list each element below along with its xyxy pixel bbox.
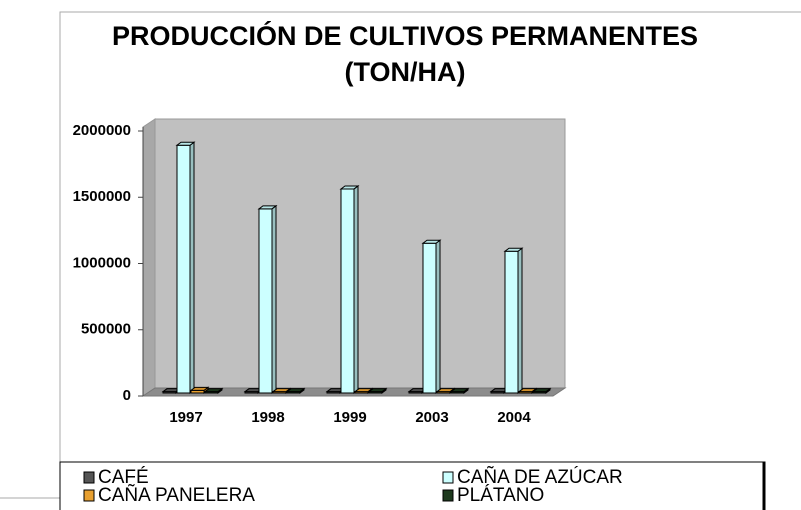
bar-top [203,388,224,393]
bar [449,387,470,394]
bar [339,184,360,394]
bar-front [258,208,273,394]
bar [161,387,182,394]
legend-label: CAÑA DE AZÚCAR [457,466,623,488]
bar-side [517,247,523,394]
legend-label: CAÑA PANELERA [98,484,255,506]
bar-top [257,205,278,210]
bar-top [175,141,196,146]
chart-title: (TON/HA) [345,57,466,87]
bar [285,387,306,394]
x-tick-label: 1998 [251,409,284,426]
bar-top [189,386,210,391]
y-tick-label: 0 [123,387,131,404]
bar-top [421,239,442,244]
bar-top [339,185,360,190]
legend-label: CAFÉ [98,467,149,488]
bar-top [449,388,470,393]
bar-front [340,188,355,394]
legend-swatch [83,489,95,502]
bar-side [271,204,277,394]
bar [517,387,538,394]
bar-top [517,388,538,393]
bar-front [176,144,191,394]
bar [531,387,552,394]
legend-swatch [442,471,454,484]
y-tick-label: 500000 [81,321,131,338]
x-tick-label: 2003 [415,409,448,426]
frame [59,11,801,498]
bar-top [531,388,552,393]
bar-side [189,141,195,394]
bar-top [435,388,456,393]
bar [175,141,196,394]
bar-side [353,184,359,394]
bar [421,239,442,394]
bar-front [504,250,519,394]
bar-front [422,242,437,394]
x-tick-label: 1999 [333,409,366,426]
bar-top [285,388,306,393]
y-tick-label: 1500000 [73,188,131,205]
bar-side [435,239,441,394]
bar [203,387,224,394]
bar-top [353,388,374,393]
bar [243,387,264,394]
back-wall [154,118,566,389]
bar-top [503,247,524,252]
bar [257,204,278,394]
legend-label: PLÁTANO [457,485,544,506]
y-tick-label: 2000000 [73,122,131,139]
legend-swatch [83,471,95,484]
legend-box [59,461,766,510]
y-tick-label: 1000000 [73,254,131,271]
x-tick-label: 1997 [169,409,202,426]
bar-top [367,388,388,393]
bar-top [271,388,292,393]
x-tick-label: 2004 [497,409,531,426]
bar [503,247,524,394]
legend-swatch [442,489,454,502]
bar [367,387,388,394]
chart-title: PRODUCCIÓN DE CULTIVOS PERMANENTES [112,20,698,51]
side-wall [142,118,156,397]
